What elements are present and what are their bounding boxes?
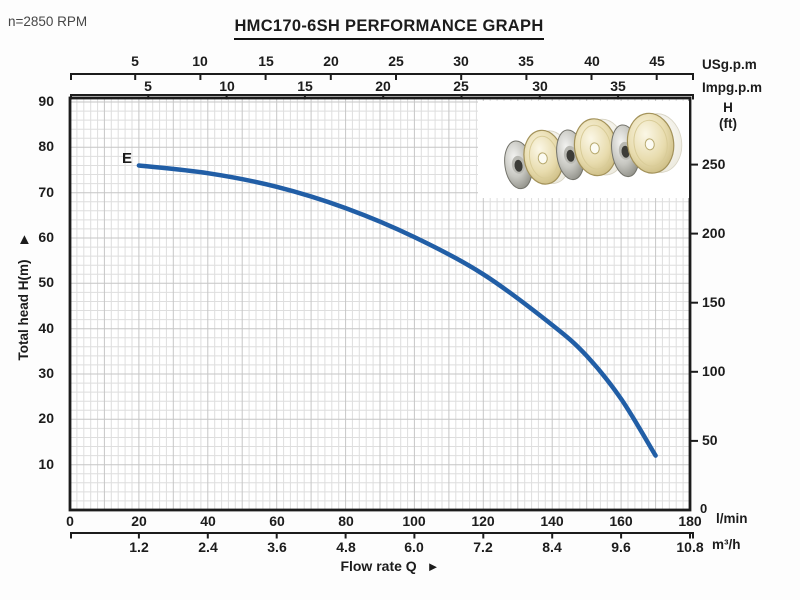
m3h-unit-label: m³/h — [712, 537, 741, 552]
usgpm-tick-label: 35 — [518, 53, 534, 69]
head-m-tick-label: 40 — [38, 320, 54, 336]
usgpm-tick-label: 30 — [453, 53, 469, 69]
impgpm-tick-label: 15 — [297, 78, 313, 94]
impgpm-tick-label: 25 — [453, 78, 469, 94]
lmin-tick-label: 80 — [338, 513, 354, 529]
m3h-tick-label: 7.2 — [473, 539, 493, 555]
impgpm-unit-label: Impg.p.m — [702, 80, 762, 95]
head-m-tick-label: 90 — [38, 93, 54, 109]
right-axis-title-h: H — [723, 100, 733, 115]
right-axis-zero-label: 0 — [700, 501, 708, 516]
m3h-tick-label: 4.8 — [336, 539, 356, 555]
lmin-tick-label: 60 — [269, 513, 285, 529]
lmin-tick-label: 160 — [609, 513, 633, 529]
head-m-tick-label: 30 — [38, 365, 54, 381]
flow-rate-label: Flow rate Q ► — [300, 558, 480, 574]
rpm-note: n=2850 RPM — [8, 14, 88, 29]
head-ft-tick-label: 200 — [702, 225, 726, 241]
usgpm-tick-label: 5 — [131, 53, 139, 69]
m3h-tick-label: 10.8 — [676, 539, 704, 555]
head-ft-tick-label: 250 — [702, 156, 726, 172]
impgpm-tick-label: 10 — [219, 78, 235, 94]
impeller-pair-1 — [504, 129, 571, 190]
head-m-tick-label: 50 — [38, 274, 54, 290]
impgpm-tick-label: 30 — [532, 78, 548, 94]
m3h-tick-label: 2.4 — [198, 539, 218, 555]
impeller-photo-image — [504, 112, 683, 190]
impgpm-tick-label: 20 — [375, 78, 391, 94]
usgpm-tick-label: 45 — [649, 53, 665, 69]
head-ft-tick-label: 150 — [702, 294, 726, 310]
lmin-tick-label: 120 — [471, 513, 495, 529]
usgpm-tick-label: 25 — [388, 53, 404, 69]
head-ft-tick-label: 50 — [702, 432, 718, 448]
m3h-tick-label: 6.0 — [404, 539, 424, 555]
m3h-tick-label: 8.4 — [542, 539, 562, 555]
lmin-tick-label: 180 — [678, 513, 702, 529]
head-m-tick-label: 60 — [38, 229, 54, 245]
head-ft-tick-label: 100 — [702, 363, 726, 379]
left-axis-title: Total head H(m) — [16, 259, 31, 361]
impeller-pair-3 — [611, 112, 683, 178]
lmin-tick-label: 40 — [200, 513, 216, 529]
usgpm-tick-label: 40 — [584, 53, 600, 69]
curve-label-e: E — [122, 150, 133, 167]
usgpm-unit-label: USg.p.m — [702, 57, 757, 72]
lmin-tick-label: 20 — [131, 513, 147, 529]
lmin-unit-label: l/min — [716, 511, 748, 526]
impeller-photo — [478, 101, 689, 198]
flow-rate-label-text: Flow rate Q — [340, 558, 417, 574]
m3h-tick-label: 1.2 — [129, 539, 149, 555]
head-m-tick-label: 10 — [38, 456, 54, 472]
page-title-text: HMC170-6SH PERFORMANCE GRAPH — [234, 17, 544, 40]
up-arrow-icon: ▲ — [17, 231, 32, 248]
impgpm-tick-label: 35 — [610, 78, 626, 94]
m3h-tick-label: 9.6 — [611, 539, 631, 555]
usgpm-tick-label: 15 — [258, 53, 274, 69]
head-m-tick-label: 70 — [38, 184, 54, 200]
m3h-tick-label: 3.6 — [267, 539, 287, 555]
head-m-tick-label: 80 — [38, 138, 54, 154]
head-m-tick-label: 20 — [38, 410, 54, 426]
usgpm-tick-label: 10 — [192, 53, 208, 69]
usgpm-tick-label: 20 — [323, 53, 339, 69]
lmin-tick-label: 0 — [66, 513, 74, 529]
right-axis-title-ft: (ft) — [719, 116, 737, 131]
lmin-tick-label: 140 — [540, 513, 564, 529]
right-arrow-icon: ► — [426, 559, 440, 574]
impgpm-tick-label: 5 — [144, 78, 152, 94]
lmin-tick-label: 100 — [402, 513, 426, 529]
page-title: HMC170-6SH PERFORMANCE GRAPH — [0, 17, 778, 40]
